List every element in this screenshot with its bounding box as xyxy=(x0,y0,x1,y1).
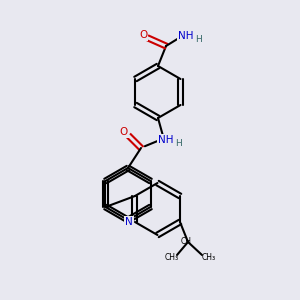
Text: O: O xyxy=(120,127,128,137)
Text: H: H xyxy=(195,34,201,43)
Text: NH: NH xyxy=(158,135,174,145)
Text: N: N xyxy=(125,217,133,227)
Text: CH₃: CH₃ xyxy=(202,254,216,262)
Text: O: O xyxy=(139,30,147,40)
Text: CH: CH xyxy=(181,238,191,247)
Text: H: H xyxy=(176,139,182,148)
Text: NH: NH xyxy=(178,31,194,41)
Text: CH₃: CH₃ xyxy=(165,254,179,262)
